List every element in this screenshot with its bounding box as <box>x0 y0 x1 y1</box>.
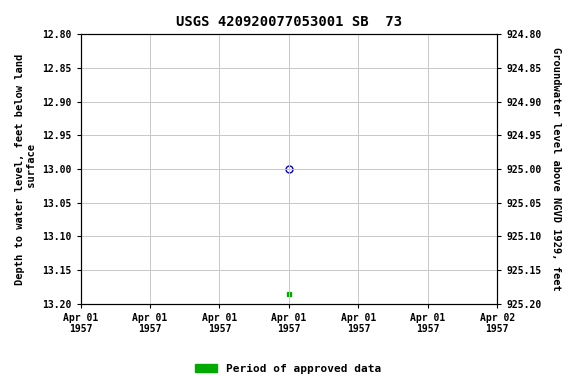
Title: USGS 420920077053001 SB  73: USGS 420920077053001 SB 73 <box>176 15 402 29</box>
Y-axis label: Depth to water level, feet below land
 surface: Depth to water level, feet below land su… <box>15 53 37 285</box>
Y-axis label: Groundwater level above NGVD 1929, feet: Groundwater level above NGVD 1929, feet <box>551 47 561 291</box>
Legend: Period of approved data: Period of approved data <box>191 359 385 379</box>
